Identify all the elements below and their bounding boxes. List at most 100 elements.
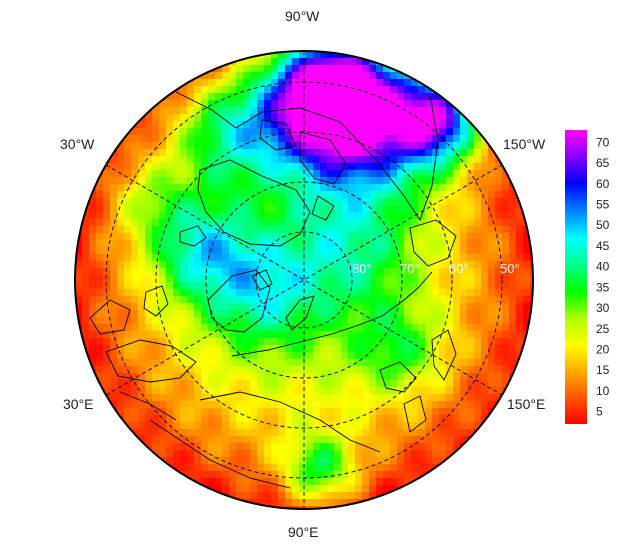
field-cell [418, 443, 426, 451]
field-cell [327, 394, 335, 402]
field-cell [411, 86, 419, 94]
field-cell [299, 324, 307, 332]
field-cell [166, 205, 174, 213]
field-cell [320, 107, 328, 115]
field-cell [201, 212, 209, 220]
field-cell [124, 247, 132, 255]
field-cell [516, 254, 524, 262]
field-cell [383, 177, 391, 185]
field-cell [348, 247, 356, 255]
field-cell [201, 317, 209, 325]
field-cell [411, 170, 419, 178]
field-cell [138, 352, 146, 360]
field-cell [334, 436, 342, 444]
field-cell [145, 317, 153, 325]
field-cell [397, 254, 405, 262]
field-cell [404, 261, 412, 269]
field-cell [418, 373, 426, 381]
field-cell [418, 282, 426, 290]
field-cell [271, 457, 279, 465]
field-cell [425, 254, 433, 262]
field-cell [138, 198, 146, 206]
field-cell [474, 184, 482, 192]
field-cell [173, 205, 181, 213]
field-cell [334, 317, 342, 325]
field-cell [404, 394, 412, 402]
field-cell [166, 135, 174, 143]
field-cell [502, 373, 510, 381]
field-cell [474, 233, 482, 241]
field-cell [187, 310, 195, 318]
field-cell [222, 457, 230, 465]
field-cell [110, 401, 118, 409]
field-cell [222, 366, 230, 374]
field-cell [180, 233, 188, 241]
field-cell [222, 443, 230, 451]
field-cell [292, 58, 300, 66]
field-cell [166, 450, 174, 458]
field-cell [432, 429, 440, 437]
field-cell [376, 310, 384, 318]
field-cell [453, 121, 461, 129]
field-cell [467, 401, 475, 409]
field-cell [194, 177, 202, 185]
field-cell [152, 205, 160, 213]
field-cell [355, 450, 363, 458]
field-cell [110, 373, 118, 381]
field-cell [495, 373, 503, 381]
field-cell [264, 149, 272, 157]
field-cell [201, 254, 209, 262]
field-cell [264, 219, 272, 227]
field-cell [229, 268, 237, 276]
field-cell [362, 415, 370, 423]
field-cell [103, 240, 111, 248]
field-cell [299, 177, 307, 185]
field-cell [439, 268, 447, 276]
field-cell [362, 100, 370, 108]
field-cell [425, 177, 433, 185]
field-cell [334, 282, 342, 290]
field-cell [320, 471, 328, 479]
field-cell [187, 471, 195, 479]
field-cell [264, 450, 272, 458]
field-cell [313, 198, 321, 206]
field-cell [138, 254, 146, 262]
field-cell [425, 373, 433, 381]
field-cell [264, 142, 272, 150]
field-cell [327, 436, 335, 444]
field-cell [159, 310, 167, 318]
field-cell [411, 303, 419, 311]
field-cell [201, 72, 209, 80]
field-cell [222, 387, 230, 395]
field-cell [236, 429, 244, 437]
field-cell [257, 177, 265, 185]
field-cell [334, 247, 342, 255]
field-cell [355, 296, 363, 304]
field-cell [411, 324, 419, 332]
field-cell [453, 366, 461, 374]
field-cell [474, 163, 482, 171]
field-cell [362, 86, 370, 94]
field-cell [250, 345, 258, 353]
field-cell [467, 359, 475, 367]
field-cell [292, 219, 300, 227]
field-cell [320, 233, 328, 241]
field-cell [131, 331, 139, 339]
field-cell [362, 436, 370, 444]
field-cell [222, 65, 230, 73]
field-cell [474, 261, 482, 269]
field-cell [376, 303, 384, 311]
field-cell [327, 86, 335, 94]
field-cell [145, 198, 153, 206]
field-cell [166, 170, 174, 178]
field-cell [208, 422, 216, 430]
field-cell [271, 219, 279, 227]
field-cell [439, 128, 447, 136]
field-cell [89, 289, 97, 297]
field-cell [453, 247, 461, 255]
field-cell [369, 170, 377, 178]
field-cell [474, 240, 482, 248]
field-cell [334, 429, 342, 437]
field-cell [425, 100, 433, 108]
field-cell [397, 394, 405, 402]
